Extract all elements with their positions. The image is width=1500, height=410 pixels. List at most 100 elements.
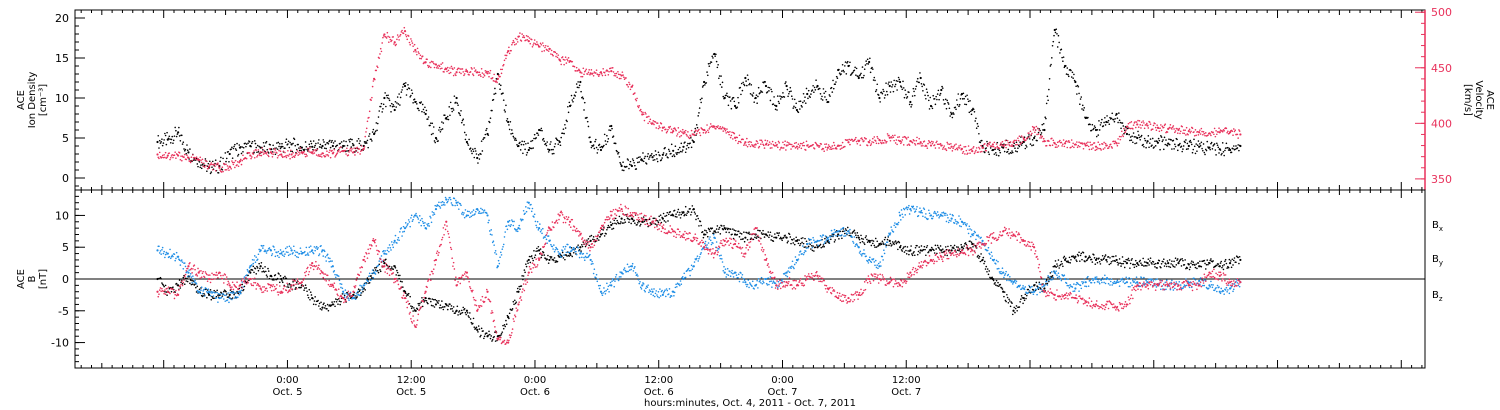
trace-dot [897, 80, 899, 83]
trace-dot [451, 307, 453, 310]
trace-dot [398, 39, 400, 41]
trace-dot [550, 148, 553, 151]
trace-dot [789, 236, 792, 238]
trace-dot [666, 211, 669, 214]
data-point [527, 258, 530, 262]
trace-dot [818, 145, 821, 147]
trace-dot [413, 50, 415, 53]
trace-dot [505, 57, 507, 60]
trace-dot [453, 67, 456, 69]
trace-dot [869, 57, 871, 60]
trace-dot [223, 290, 225, 293]
trace-dot [295, 281, 298, 284]
trace-dot [929, 141, 932, 144]
trace-dot [921, 142, 923, 145]
trace-dot [1056, 141, 1059, 144]
trace-dot [908, 91, 910, 94]
data-point [610, 124, 613, 128]
trace-dot [206, 170, 208, 173]
trace-dot [435, 299, 438, 302]
trace-dot [824, 146, 827, 148]
trace-dot [1172, 265, 1175, 268]
trace-dot [499, 68, 502, 71]
trace-dot [1051, 44, 1054, 47]
trace-dot [670, 131, 672, 134]
trace-dot [676, 135, 678, 137]
trace-dot [262, 153, 265, 155]
trace-dot [487, 134, 490, 136]
trace-dot [1222, 151, 1225, 153]
trace-dot [512, 135, 515, 138]
trace-dot [846, 62, 848, 64]
trace-dot [628, 221, 630, 223]
trace-dot [1055, 28, 1058, 31]
trace-dot [440, 307, 442, 309]
trace-dot [872, 141, 875, 144]
trace-dot [708, 228, 711, 231]
trace-dot [250, 157, 252, 160]
trace-dot [1113, 120, 1116, 123]
trace-dot [259, 154, 261, 157]
trace-dot [618, 156, 621, 158]
trace-dot [1195, 134, 1197, 137]
trace-dot [938, 147, 940, 149]
trace-dot [1236, 133, 1239, 136]
trace-dot [1020, 136, 1022, 138]
trace-dot [1056, 265, 1059, 267]
trace-dot [1037, 127, 1039, 130]
trace-dot [1019, 143, 1021, 146]
data-point [651, 122, 654, 125]
data-point [290, 143, 293, 146]
trace-dot [202, 295, 204, 297]
trace-dot [184, 148, 187, 151]
trace-dot [382, 108, 384, 110]
trace-dot [742, 81, 744, 84]
trace-dot [606, 140, 609, 143]
trace-dot [550, 49, 553, 52]
trace-dot [588, 69, 590, 71]
trace-dot [541, 139, 544, 141]
trace-dot [189, 148, 191, 150]
trace-dot [545, 144, 548, 147]
data-point [342, 144, 345, 148]
trace-dot [961, 98, 964, 100]
trace-dot [1154, 140, 1156, 143]
trace-dot [830, 146, 832, 149]
trace-dot [523, 140, 526, 143]
trace-dot [1107, 256, 1110, 258]
trace-dot [273, 147, 276, 150]
trace-dot [1199, 143, 1201, 145]
trace-dot [265, 274, 268, 276]
trace-dot [1006, 296, 1009, 299]
trace-dot [1185, 126, 1188, 129]
trace-dot [394, 100, 397, 103]
trace-dot [969, 152, 971, 154]
trace-dot [433, 140, 436, 142]
trace-dot [224, 169, 227, 171]
trace-dot [377, 116, 380, 118]
trace-dot [880, 243, 883, 246]
trace-dot [964, 103, 966, 106]
trace-dot [415, 310, 417, 312]
trace-dot [1082, 109, 1085, 111]
trace-dot [586, 116, 588, 119]
data-point [1033, 136, 1036, 140]
trace-dot [376, 129, 378, 132]
trace-dot [317, 155, 319, 157]
trace-dot [891, 84, 894, 86]
trace-dot [502, 327, 505, 330]
trace-dot [733, 229, 736, 232]
trace-dot [952, 147, 954, 150]
trace-dot [243, 285, 246, 288]
trace-dot [1110, 145, 1113, 148]
trace-dot [386, 31, 389, 34]
trace-dot [916, 136, 918, 139]
trace-dot [872, 242, 874, 245]
trace-dot [1159, 127, 1161, 129]
trace-dot [1096, 147, 1099, 149]
trace-dot [318, 305, 320, 307]
trace-dot [400, 91, 403, 93]
trace-dot [1196, 150, 1198, 152]
trace-dot [846, 60, 849, 63]
trace-dot [997, 154, 1000, 157]
